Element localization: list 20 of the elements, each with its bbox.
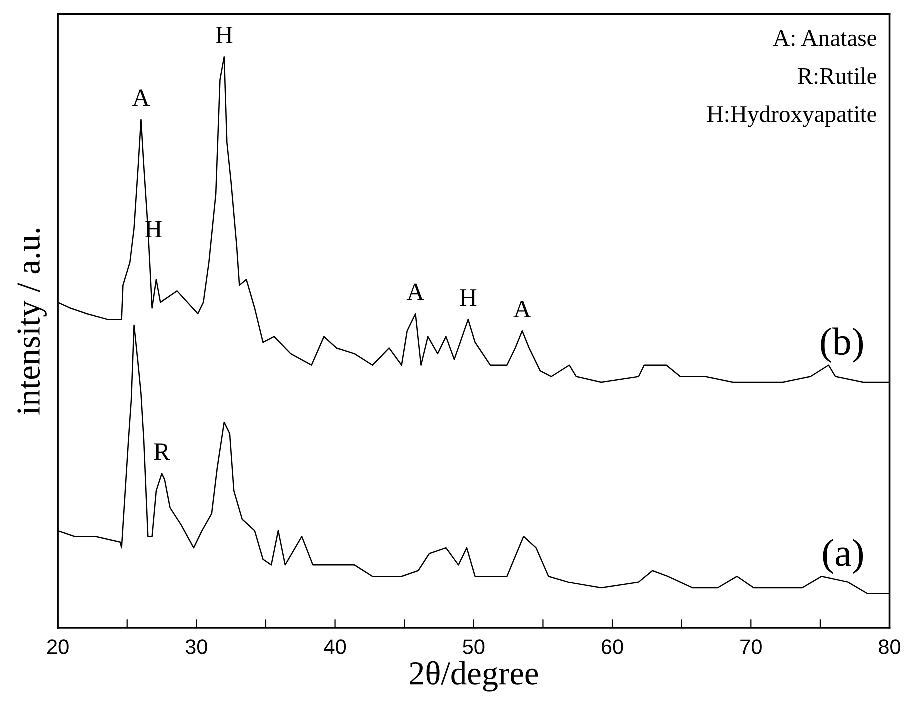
x-tick-label: 30 bbox=[186, 640, 208, 654]
annotation: H bbox=[216, 27, 233, 44]
annotation: A bbox=[406, 284, 425, 300]
annotation: A bbox=[132, 90, 150, 106]
x-tick-label: 50 bbox=[463, 640, 485, 654]
x-tick-label: 60 bbox=[602, 640, 624, 654]
annotation: R:Rutile bbox=[798, 68, 876, 84]
x-tick-label: 70 bbox=[740, 640, 762, 654]
y-axis-title: intensity / a.u. bbox=[18, 228, 47, 415]
annotation: H:Hydroxyapatite bbox=[707, 106, 876, 128]
series-label: (a) bbox=[823, 539, 864, 574]
x-tick-label: 40 bbox=[324, 640, 346, 654]
annotation: H bbox=[460, 290, 477, 306]
series-label: (b) bbox=[821, 328, 864, 364]
x-tick-label: 80 bbox=[879, 640, 901, 654]
x-tick-label: 20 bbox=[48, 640, 69, 654]
x-axis-title: 2θ/degree bbox=[410, 661, 538, 692]
text: A: Anatase bbox=[773, 30, 876, 46]
annotation: R bbox=[154, 444, 170, 460]
annotation: A bbox=[514, 300, 532, 318]
